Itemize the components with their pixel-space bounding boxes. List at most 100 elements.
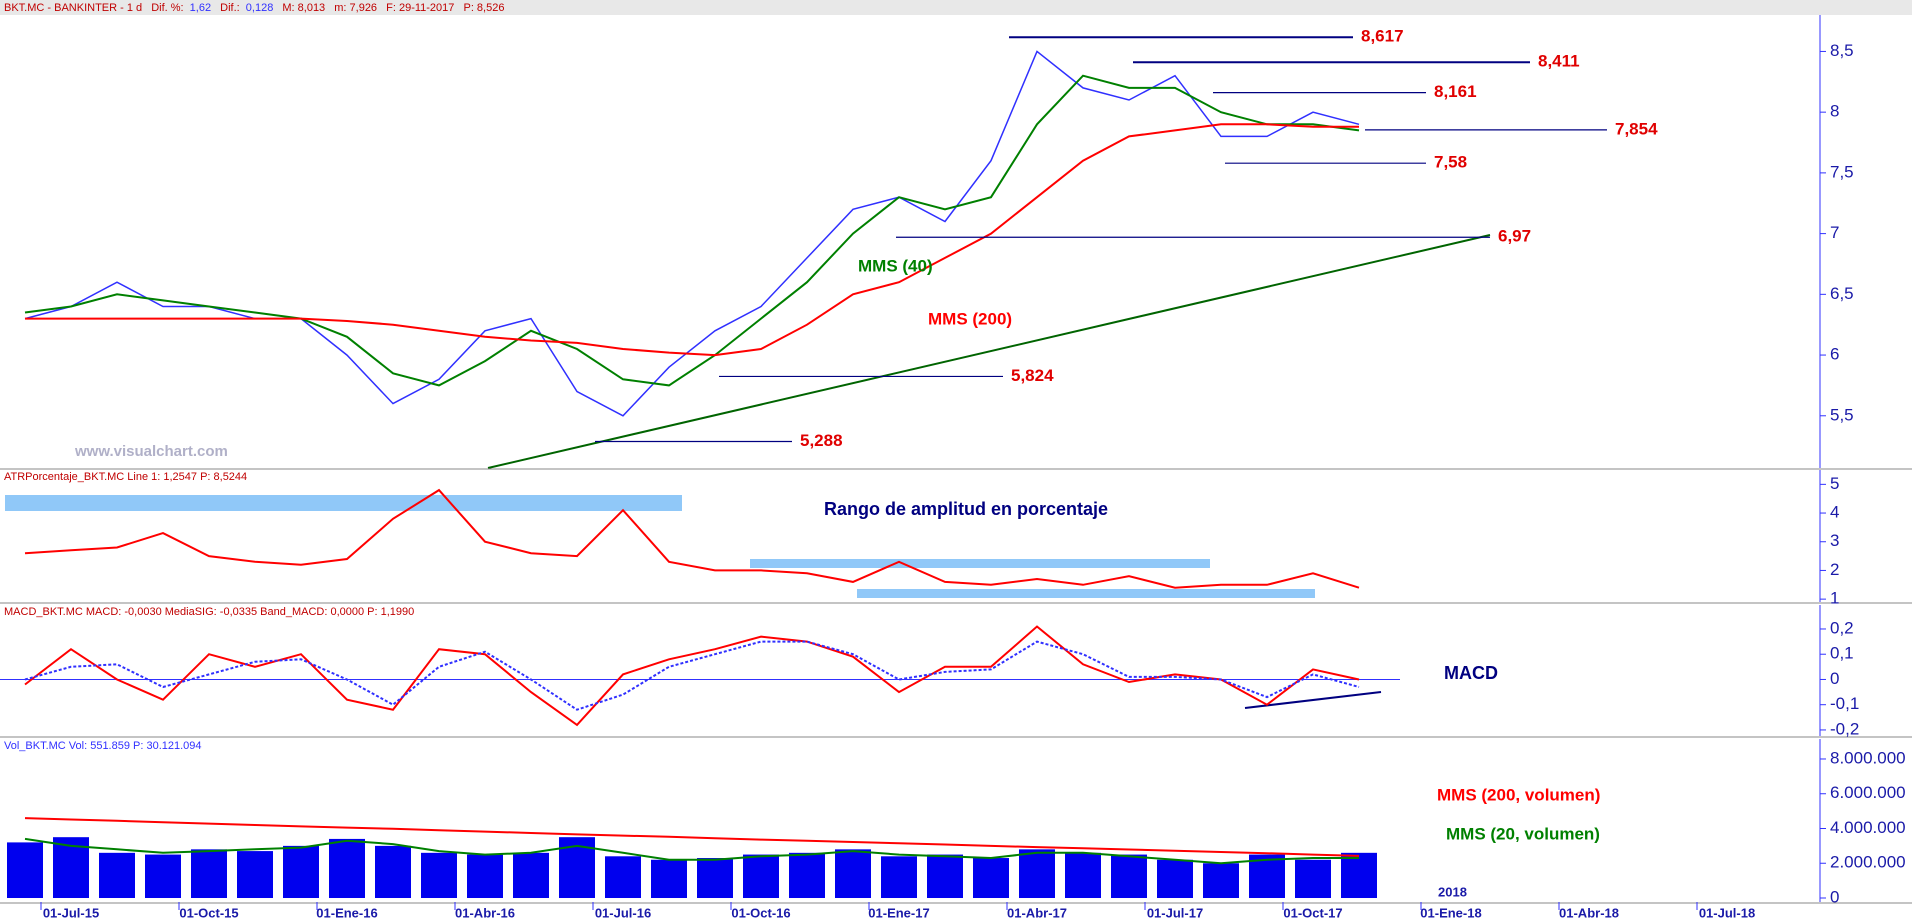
series-line xyxy=(24,640,1360,711)
header-field: 1,62 xyxy=(190,2,211,14)
header: BKT.MC - BANKINTER - 1 d Dif. %: 1,62 Di… xyxy=(4,2,504,14)
volume-bar xyxy=(973,858,1009,899)
volume-bar xyxy=(605,856,641,899)
series-line xyxy=(24,817,1360,857)
highlight-band xyxy=(750,559,1210,568)
level-label: 5,288 xyxy=(800,431,843,450)
trend-line xyxy=(1244,691,1382,709)
y-tick-label: 8,5 xyxy=(1830,41,1854,60)
header-bar xyxy=(0,0,1912,15)
y-tick-label: 3 xyxy=(1830,531,1839,550)
y-tick-label: 7 xyxy=(1830,223,1839,242)
volume-bar xyxy=(1341,852,1377,899)
header-field: P: 8,526 xyxy=(463,2,504,14)
header-field: Dif.: xyxy=(220,2,240,14)
y-tick-label: 8 xyxy=(1830,102,1839,121)
volume-bar xyxy=(191,849,227,899)
header-field: 0,128 xyxy=(246,2,274,14)
header-field: M: 8,013 xyxy=(282,2,325,14)
y-tick-label: 1 xyxy=(1830,589,1839,608)
volume-bar xyxy=(1249,854,1285,899)
header-field: F: 29-11-2017 xyxy=(386,2,454,14)
volume-bar xyxy=(283,845,319,899)
panel-title: Vol_BKT.MC Vol: 551.859 P: 30.121.094 xyxy=(4,740,202,752)
series-line xyxy=(24,837,1359,865)
volume-bar xyxy=(1111,854,1147,899)
y-tick-label: 0,2 xyxy=(1830,618,1854,637)
y-tick-label: 2 xyxy=(1830,560,1839,579)
header-field: m: 7,926 xyxy=(334,2,377,14)
trend-line xyxy=(487,234,1491,469)
x-tick-label: 01-Abr-17 xyxy=(1007,905,1067,920)
x-tick-label: 01-Jul-17 xyxy=(1147,905,1203,920)
level-label: 7,854 xyxy=(1615,119,1658,138)
highlight-band xyxy=(857,589,1315,598)
watermark: www.visualchart.com xyxy=(74,443,228,460)
header-symbol: BKT.MC - BANKINTER - 1 d xyxy=(4,2,142,14)
x-tick-label: 01-Oct-17 xyxy=(1283,905,1342,920)
series-label: MMS (20, volumen) xyxy=(1446,824,1600,843)
y-tick-label: 8.000.000 xyxy=(1830,748,1906,767)
volume-bar xyxy=(927,854,963,899)
x-tick-label: 01-Oct-16 xyxy=(731,905,790,920)
x-tick-label: 01-Ene-16 xyxy=(316,905,377,920)
volume-bar xyxy=(513,852,549,899)
series-line xyxy=(24,488,1360,589)
volume-bar xyxy=(237,851,273,899)
header-field: Dif. %: xyxy=(151,2,183,14)
level-label: 8,161 xyxy=(1434,82,1477,101)
x-tick-label: 01-Ene-18 xyxy=(1420,905,1481,920)
volume-bar xyxy=(1065,852,1101,899)
volume-bar xyxy=(467,854,503,899)
volume-bar xyxy=(145,854,181,899)
y-tick-label: 5 xyxy=(1830,474,1839,493)
volume-bar xyxy=(1019,849,1055,899)
x-tick-label: 01-Jul-18 xyxy=(1699,905,1755,920)
y-tick-label: 0 xyxy=(1830,669,1839,688)
y-tick-label: 0 xyxy=(1830,887,1839,906)
level-label: 6,97 xyxy=(1498,227,1531,246)
y-tick-label: 0,1 xyxy=(1830,644,1854,663)
annotation: MACD xyxy=(1444,663,1498,683)
y-tick-label: 2.000.000 xyxy=(1830,853,1906,872)
volume-bar xyxy=(329,838,365,899)
series-line xyxy=(25,123,1359,357)
y-tick-label: -0,2 xyxy=(1830,719,1859,738)
panel-title: MACD_BKT.MC MACD: -0,0030 MediaSIG: -0,0… xyxy=(4,606,414,618)
volume-bar xyxy=(375,845,411,899)
volume-bar xyxy=(835,849,871,899)
x-tick-label: 01-Abr-18 xyxy=(1559,905,1619,920)
highlight-band xyxy=(5,495,682,511)
x-tick-label: 01-Ene-17 xyxy=(868,905,929,920)
volume-bar xyxy=(99,852,135,899)
volume-bar xyxy=(789,852,825,899)
y-tick-label: 4 xyxy=(1830,503,1839,522)
y-tick-label: 6,5 xyxy=(1830,284,1854,303)
volume-bar xyxy=(1157,859,1193,899)
y-tick-label: 6 xyxy=(1830,345,1839,364)
y-tick-label: 7,5 xyxy=(1830,162,1854,181)
annotation: Rango de amplitud en porcentaje xyxy=(824,499,1108,519)
series-label: MMS (200, volumen) xyxy=(1437,785,1600,804)
volume-bar xyxy=(421,852,457,899)
year-label: 2018 xyxy=(1438,884,1467,899)
x-tick-label: 01-Oct-15 xyxy=(179,905,238,920)
series-line xyxy=(24,74,1360,387)
volume-bar xyxy=(1295,859,1331,899)
x-tick-label: 01-Jul-15 xyxy=(43,905,99,920)
y-tick-label: -0,1 xyxy=(1830,694,1859,713)
volume-bar xyxy=(7,842,43,899)
volume-bar xyxy=(743,854,779,899)
volume-bar xyxy=(881,856,917,899)
series-line xyxy=(24,50,1360,417)
level-label: 7,58 xyxy=(1434,153,1467,172)
level-label: 5,824 xyxy=(1011,366,1054,385)
x-tick-label: 01-Abr-16 xyxy=(455,905,515,920)
series-label: MMS (40) xyxy=(858,256,933,275)
level-label: 8,411 xyxy=(1538,52,1580,71)
panel-title: ATRPorcentaje_BKT.MC Line 1: 1,2547 P: 8… xyxy=(4,471,247,483)
series-label: MMS (200) xyxy=(928,309,1012,328)
volume-bar xyxy=(651,859,687,899)
y-tick-label: 4.000.000 xyxy=(1830,818,1906,837)
